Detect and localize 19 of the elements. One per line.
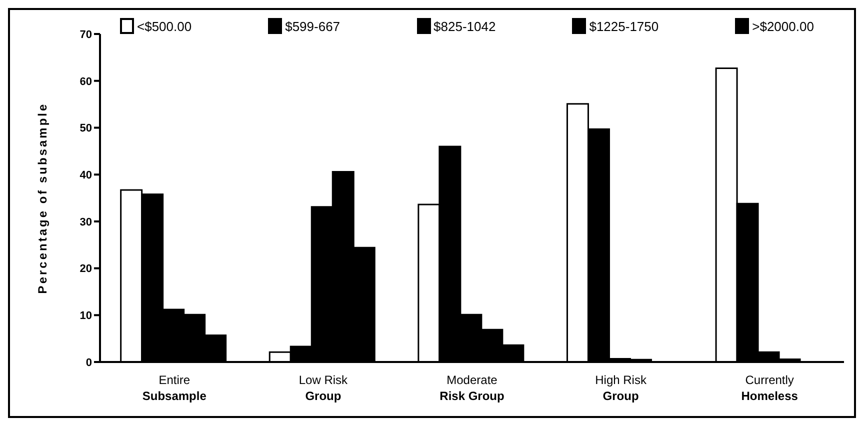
legend-label: <$500.00 [137, 18, 192, 34]
legend-label: >$2000.00 [752, 18, 814, 34]
y-tick-label: 20 [80, 263, 92, 276]
y-tick-label: 60 [80, 76, 92, 88]
y-tick-label: 10 [80, 310, 92, 322]
legend-label: $825-1042 [434, 18, 496, 34]
x-tick-label: Entire Subsample [142, 373, 207, 403]
y-tick-label: 0 [86, 356, 92, 369]
y-axis-title: Percentage of subsample [35, 102, 50, 294]
x-tick-label: High Risk Group [595, 373, 648, 403]
y-tick-label: 50 [80, 122, 92, 135]
x-tick-label: Moderate Risk Group [440, 373, 504, 403]
x-tick-label: Currently Homeless [741, 373, 798, 403]
y-tick-label: 70 [80, 28, 92, 41]
x-tick-label: Low Risk Group [298, 373, 349, 403]
y-tick-label: 40 [80, 169, 92, 182]
legend-label: $599-667 [285, 18, 340, 34]
legend-label: $1225-1750 [589, 18, 659, 34]
y-tick-label: 30 [80, 216, 92, 228]
